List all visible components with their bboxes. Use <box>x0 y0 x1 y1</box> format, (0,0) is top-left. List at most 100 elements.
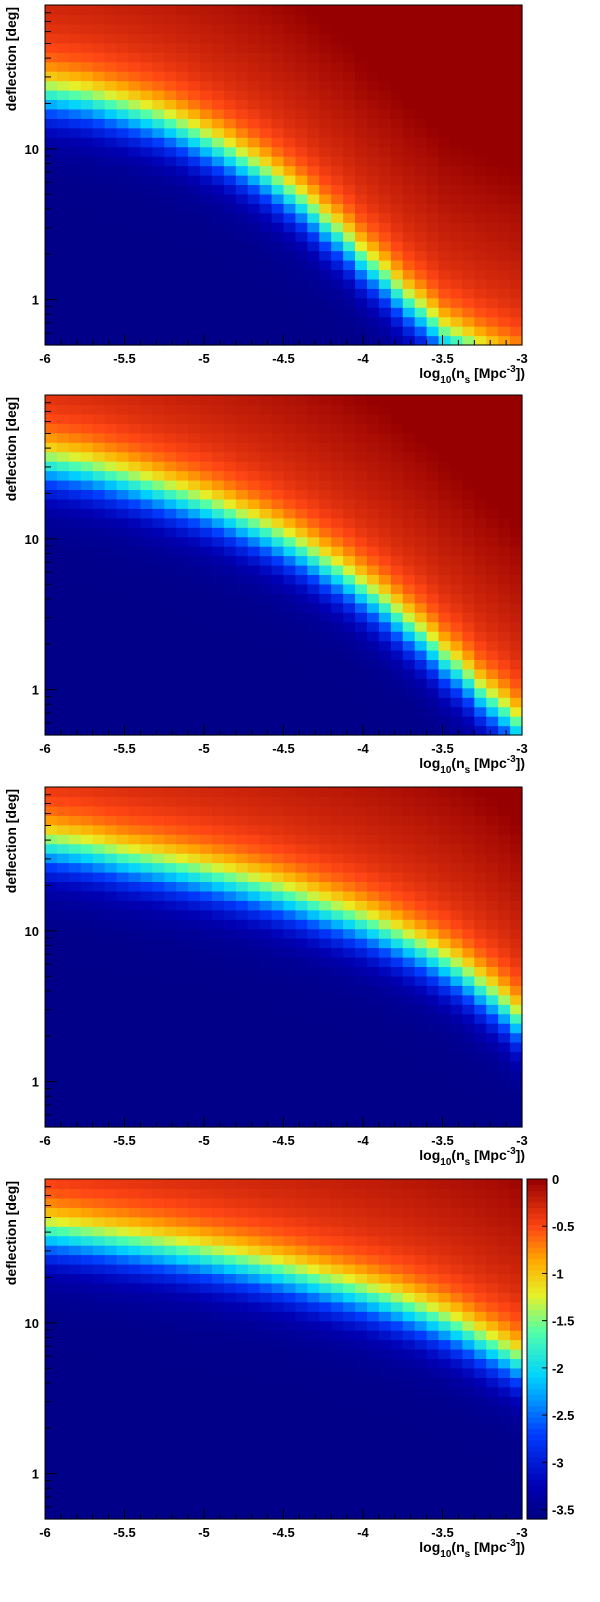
heatmap-cell <box>259 80 273 91</box>
heatmap-cell <box>462 250 475 261</box>
heatmap-cell <box>355 1070 368 1081</box>
heatmap-cell <box>474 947 487 958</box>
heatmap-cell <box>390 335 404 346</box>
heatmap-cell <box>498 957 511 968</box>
heatmap-cell <box>80 1367 94 1378</box>
heatmap-cell <box>140 127 153 138</box>
heatmap-cell <box>92 1292 106 1303</box>
heatmap-cell <box>331 269 344 280</box>
heatmap-cell <box>247 203 261 214</box>
heatmap-cell <box>176 118 189 129</box>
heatmap-cell <box>235 650 249 661</box>
heatmap-cell <box>271 1098 285 1109</box>
heatmap-cell <box>247 900 261 911</box>
heatmap-cell <box>259 432 273 443</box>
heatmap-cell <box>116 975 130 986</box>
heatmap-cell <box>259 461 273 472</box>
heatmap-cell <box>283 697 297 708</box>
heatmap-cell <box>176 489 189 500</box>
heatmap-cell <box>462 872 475 883</box>
heatmap-cell <box>68 1377 82 1388</box>
heatmap-cell <box>343 118 356 129</box>
heatmap-cell <box>140 565 153 576</box>
heatmap-cell <box>223 278 237 289</box>
heatmap-cell <box>140 824 153 835</box>
heatmap-cell <box>319 165 332 176</box>
heatmap-cell <box>438 442 452 453</box>
heatmap-cell <box>283 938 297 949</box>
heatmap-cell <box>188 413 201 424</box>
heatmap-cell <box>104 546 118 557</box>
heatmap-cell <box>343 33 356 44</box>
heatmap-cell <box>247 508 261 519</box>
heatmap-cell <box>343 508 356 519</box>
heatmap-cell <box>295 316 308 327</box>
heatmap-cell <box>235 423 249 434</box>
heatmap-cell <box>283 432 297 443</box>
heatmap-cell <box>366 536 380 547</box>
heatmap-cell <box>414 938 428 949</box>
heatmap-cell <box>176 1188 189 1199</box>
heatmap-cell <box>450 947 463 958</box>
heatmap-cell <box>80 241 94 252</box>
heatmap-cell <box>462 1004 475 1015</box>
heatmap-cell <box>355 1051 368 1062</box>
heatmap-cell <box>45 1490 58 1501</box>
heatmap-cell <box>343 231 356 242</box>
heatmap-cell <box>128 288 142 299</box>
heatmap-cell <box>378 1004 392 1015</box>
heatmap-cell <box>164 536 177 547</box>
heatmap-cell <box>414 834 428 845</box>
heatmap-cell <box>486 517 499 528</box>
heatmap-cell <box>295 1060 308 1071</box>
heatmap-cell <box>343 853 356 864</box>
heatmap-cell <box>378 574 392 585</box>
heatmap-cell <box>116 127 130 138</box>
heatmap-cell <box>307 423 320 434</box>
heatmap-cell <box>211 33 225 44</box>
heatmap-cell <box>438 843 452 854</box>
heatmap-cell <box>331 834 344 845</box>
heatmap-cell <box>164 461 177 472</box>
heatmap-cell <box>402 326 416 337</box>
heatmap-cell <box>414 994 428 1005</box>
heatmap-cell <box>211 881 225 892</box>
heatmap-cell <box>402 678 416 689</box>
heatmap-cell <box>68 432 82 443</box>
heatmap-cell <box>104 706 118 717</box>
heatmap-cell <box>247 919 261 930</box>
heatmap-cell <box>140 71 153 82</box>
heatmap-cell <box>235 815 249 826</box>
heatmap-cell <box>80 517 94 528</box>
heatmap-cell <box>152 146 165 157</box>
heatmap-cell <box>188 957 201 968</box>
heatmap-cell <box>176 994 189 1005</box>
heatmap-cell <box>200 42 213 53</box>
heatmap-cell <box>450 706 463 717</box>
heatmap-cell <box>128 966 142 977</box>
heatmap-cell <box>80 1023 94 1034</box>
heatmap-cell <box>343 1108 356 1119</box>
heatmap-cell <box>510 231 523 242</box>
heatmap-cell <box>116 824 130 835</box>
heatmap-cell <box>56 787 70 798</box>
heatmap-cell <box>474 919 487 930</box>
heatmap-cell <box>211 99 225 110</box>
heatmap-cell <box>283 1089 297 1100</box>
heatmap-cell <box>343 212 356 223</box>
heatmap-cell <box>45 1415 58 1426</box>
heatmap-cell <box>402 1070 416 1081</box>
heatmap-cell <box>438 947 452 958</box>
heatmap-cell <box>45 1320 58 1331</box>
heatmap-cell <box>331 508 344 519</box>
heatmap-cell <box>211 853 225 864</box>
heatmap-cell <box>295 175 308 186</box>
heatmap-cell <box>438 269 452 280</box>
heatmap-cell <box>176 461 189 472</box>
heatmap-cell <box>426 994 440 1005</box>
heatmap-cell <box>390 1051 404 1062</box>
heatmap-cell <box>319 787 332 798</box>
heatmap-cell <box>104 1245 118 1256</box>
heatmap-cell <box>331 583 344 594</box>
heatmap-cell <box>402 787 416 798</box>
